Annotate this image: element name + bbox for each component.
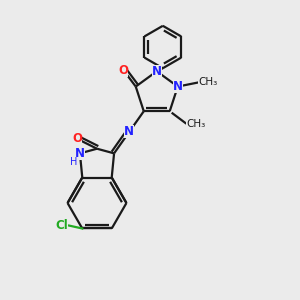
Text: CH₃: CH₃ [187,119,206,129]
Text: N: N [124,125,134,138]
Text: O: O [72,132,82,145]
Text: N: N [75,147,85,160]
Text: H: H [70,157,77,166]
Text: O: O [118,64,128,76]
Text: Cl: Cl [55,219,68,232]
Text: CH₃: CH₃ [199,77,218,87]
Text: N: N [173,80,183,93]
Text: N: N [152,65,162,78]
